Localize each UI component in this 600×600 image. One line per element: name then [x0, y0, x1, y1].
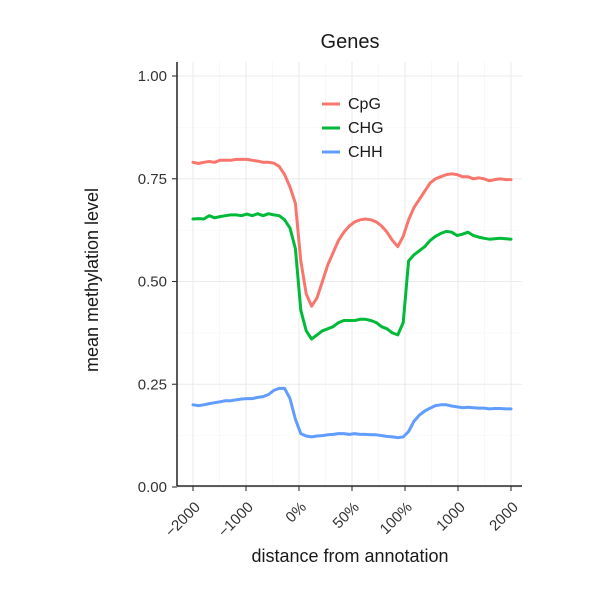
x-axis-label: distance from annotation: [251, 546, 448, 566]
x-tick-labels: −2000 −1000 0% 50% 100% 1000 2000: [162, 486, 522, 541]
x-tick-label: 50%: [330, 499, 363, 532]
y-tick-label: 1.00: [138, 68, 167, 85]
legend-label-chg: CHG: [348, 120, 384, 137]
x-tick-label: 100%: [377, 499, 416, 538]
series-line-chh: [191, 386, 513, 440]
series-line-cpg: [191, 157, 513, 308]
y-tick-label: 0.00: [138, 479, 167, 496]
x-tick-label: 0%: [282, 499, 309, 526]
x-tick-label: −2000: [162, 499, 204, 541]
y-tick-label: 0.50: [138, 274, 167, 291]
series-lines: [191, 157, 513, 440]
x-tick-label: −1000: [215, 499, 257, 541]
legend: CpG CHG CHH: [322, 96, 384, 161]
legend-label-chh: CHH: [348, 144, 383, 161]
x-tick-label: 2000: [486, 499, 522, 535]
y-tick-label: 0.75: [138, 171, 167, 188]
y-axis-label: mean methylation level: [82, 188, 102, 372]
chart-title: Genes: [321, 31, 380, 53]
axes: [176, 62, 522, 487]
x-tick-label: 1000: [433, 499, 469, 535]
series-line-chg: [191, 212, 513, 341]
y-tick-labels: 0.00 0.25 0.50 0.75 1.00: [138, 68, 177, 496]
gridlines: [177, 62, 522, 488]
legend-label-cpg: CpG: [348, 96, 381, 113]
y-tick-label: 0.25: [138, 376, 167, 393]
